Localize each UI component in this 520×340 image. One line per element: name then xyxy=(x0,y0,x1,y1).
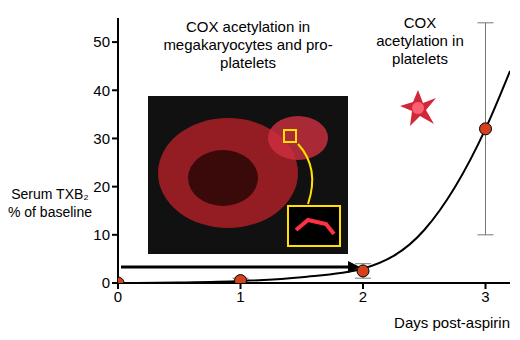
svg-text:50: 50 xyxy=(93,33,110,50)
html-text:COX acetylation in platelets: COX acetylation in platelets xyxy=(376,14,464,67)
svg-text:10: 10 xyxy=(93,226,110,243)
svg-text:Serum TXB₂% of baseline: Serum TXB₂% of baseline xyxy=(8,186,92,220)
svg-text:0: 0 xyxy=(102,274,110,291)
svg-text:30: 30 xyxy=(93,130,110,147)
svg-text:1: 1 xyxy=(236,288,244,305)
svg-text:2: 2 xyxy=(359,288,367,305)
html-text:COX acetylation in megakaryocy: COX acetylation in megakaryocytes and pr… xyxy=(163,18,333,71)
svg-text:40: 40 xyxy=(93,82,110,99)
svg-text:20: 20 xyxy=(93,178,110,195)
svg-text:3: 3 xyxy=(481,288,489,305)
svg-text:0: 0 xyxy=(114,288,122,305)
svg-text:Days post-aspirin: Days post-aspirin xyxy=(394,314,510,331)
